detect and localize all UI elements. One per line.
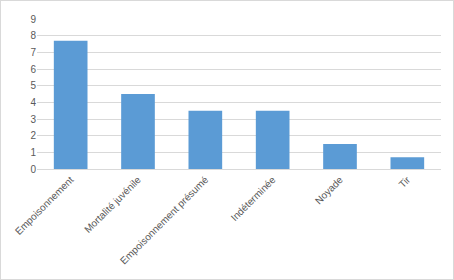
svg-text:8: 8	[30, 30, 36, 41]
svg-text:Indéterminée: Indéterminée	[229, 174, 278, 223]
svg-text:1: 1	[30, 147, 36, 158]
svg-text:5: 5	[30, 80, 36, 91]
svg-text:Tir: Tir	[397, 174, 413, 190]
svg-text:6: 6	[30, 64, 36, 75]
svg-text:7: 7	[30, 47, 36, 58]
svg-text:Empoisonnement présumé: Empoisonnement présumé	[118, 174, 211, 267]
svg-text:Noyade: Noyade	[313, 174, 345, 206]
svg-text:0: 0	[30, 164, 36, 175]
svg-text:4: 4	[30, 97, 36, 108]
svg-text:Mortalité juvénile: Mortalité juvénile	[82, 174, 143, 235]
svg-text:Empoisonnement: Empoisonnement	[13, 174, 76, 237]
svg-text:2: 2	[30, 130, 36, 141]
svg-text:3: 3	[30, 114, 36, 125]
svg-text:9: 9	[30, 14, 36, 25]
